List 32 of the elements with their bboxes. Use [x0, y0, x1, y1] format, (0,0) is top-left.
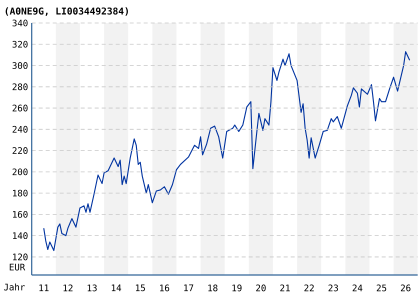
line-series	[43, 51, 410, 252]
y-tick-label: 120	[13, 254, 28, 260]
y-tick-label: 340	[12, 20, 28, 26]
x-tick-label: 17	[184, 284, 194, 292]
y-tick-label: 200	[12, 168, 28, 176]
y-axis-title: EUR	[10, 264, 26, 270]
x-tick-label: 24	[352, 284, 362, 292]
x-tick-label: 18	[208, 284, 218, 292]
x-tick-label: 14	[112, 284, 122, 292]
x-axis-title: Jahr	[4, 284, 25, 290]
x-tick-label: 22	[304, 284, 314, 292]
y-tick-label: 300	[12, 62, 28, 69]
x-tick-label: 11	[39, 284, 49, 292]
y-tick-label: 140	[13, 232, 28, 240]
x-tick-label: 25	[376, 284, 386, 292]
y-tick-label: 280	[12, 83, 28, 90]
x-tick-label: 13	[88, 284, 97, 292]
x-tick-label: 16	[160, 284, 170, 292]
x-tick-label: 12	[64, 284, 73, 292]
y-tick-label: 320	[12, 40, 28, 48]
x-tick-label: 21	[280, 284, 290, 292]
x-tick-label: 15	[136, 284, 145, 292]
y-tick-label: 260	[12, 104, 28, 112]
y-tick-label: 180	[13, 190, 28, 197]
x-tick-label: 20	[256, 284, 266, 292]
x-tick-label: 26	[400, 284, 410, 292]
chart-title: (A0NE9G, LI0034492384)	[6, 7, 128, 16]
y-tick-label: 220	[12, 147, 28, 154]
y-tick-label: 240	[12, 126, 28, 133]
x-tick-label: 23	[328, 284, 338, 292]
y-tick-label: 160	[13, 210, 28, 218]
x-tick-label: 19	[232, 284, 242, 292]
